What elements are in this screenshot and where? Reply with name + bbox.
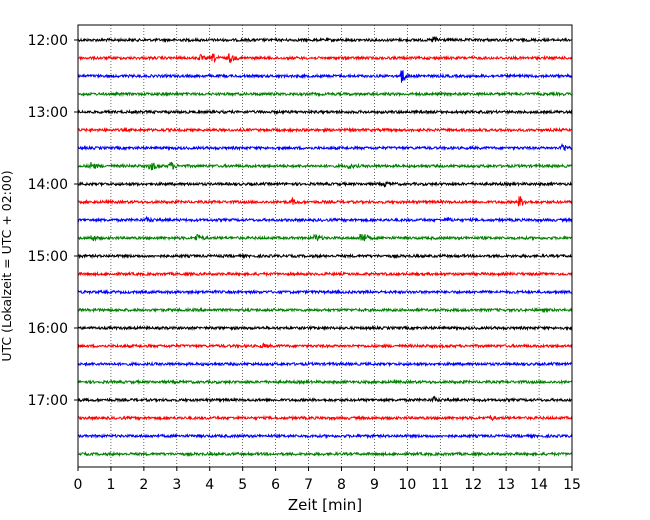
trace-1730 (77, 432, 573, 440)
trace-1615 (77, 342, 573, 350)
x-tick-label: 5 (238, 477, 247, 493)
trace-1445 (77, 233, 573, 242)
x-tick-label: 10 (398, 477, 416, 493)
y-tick-label: 13:00 (28, 105, 68, 121)
trace-1415 (77, 196, 573, 207)
y-tick-label: 15:00 (28, 249, 68, 265)
x-tick-label: 12 (464, 477, 482, 493)
x-tick-label: 4 (205, 477, 214, 493)
trace-1245 (77, 90, 573, 98)
trace-1345 (77, 161, 573, 171)
y-tick-label: 17:00 (28, 393, 68, 409)
trace-1700 (77, 395, 573, 404)
trace-1430 (77, 215, 573, 224)
x-tick-label: 6 (271, 477, 280, 493)
x-axis: 0 1 2 3 4 5 6 7 8 9 10 11 12 13 14 15 (74, 467, 581, 493)
trace-1545 (77, 306, 573, 314)
trace-1600 (77, 324, 573, 332)
trace-1230 (77, 70, 573, 83)
trace-1530 (77, 288, 573, 296)
trace-1645 (77, 378, 573, 386)
trace-1630 (77, 360, 573, 368)
trace-1215 (77, 53, 573, 64)
trace-1515 (77, 270, 573, 278)
x-axis-title: Zeit [min] (288, 496, 362, 514)
trace-1400 (77, 180, 573, 188)
trace-1315 (77, 126, 573, 134)
x-tick-label: 2 (139, 477, 148, 493)
plot-frame (77, 24, 573, 468)
x-tick-label: 11 (431, 477, 449, 493)
y-tick-label: 14:00 (28, 177, 68, 193)
x-tick-label: 13 (497, 477, 515, 493)
x-tick-label: 1 (106, 477, 115, 493)
trace-1715 (77, 414, 573, 422)
y-axis: 12:00 13:00 14:00 15:00 16:00 17:00 (28, 33, 78, 409)
trace-1300 (77, 108, 573, 116)
trace-1330 (77, 142, 573, 152)
x-tick-label: 14 (530, 477, 548, 493)
x-tick-label: 0 (74, 477, 83, 493)
x-tick-label: 8 (337, 477, 346, 493)
trace-1500 (77, 252, 573, 260)
trace-series (77, 36, 573, 458)
trace-1745 (77, 450, 573, 458)
x-tick-label: 3 (172, 477, 181, 493)
y-axis-title: UTC (Lokalzeit = UTC + 02:00) (0, 170, 14, 361)
y-tick-label: 12:00 (28, 33, 68, 49)
x-tick-label: 15 (563, 477, 581, 493)
x-tick-label: 7 (304, 477, 313, 493)
x-tick-label: 9 (370, 477, 379, 493)
y-tick-label: 16:00 (28, 321, 68, 337)
trace-1200 (77, 36, 573, 44)
